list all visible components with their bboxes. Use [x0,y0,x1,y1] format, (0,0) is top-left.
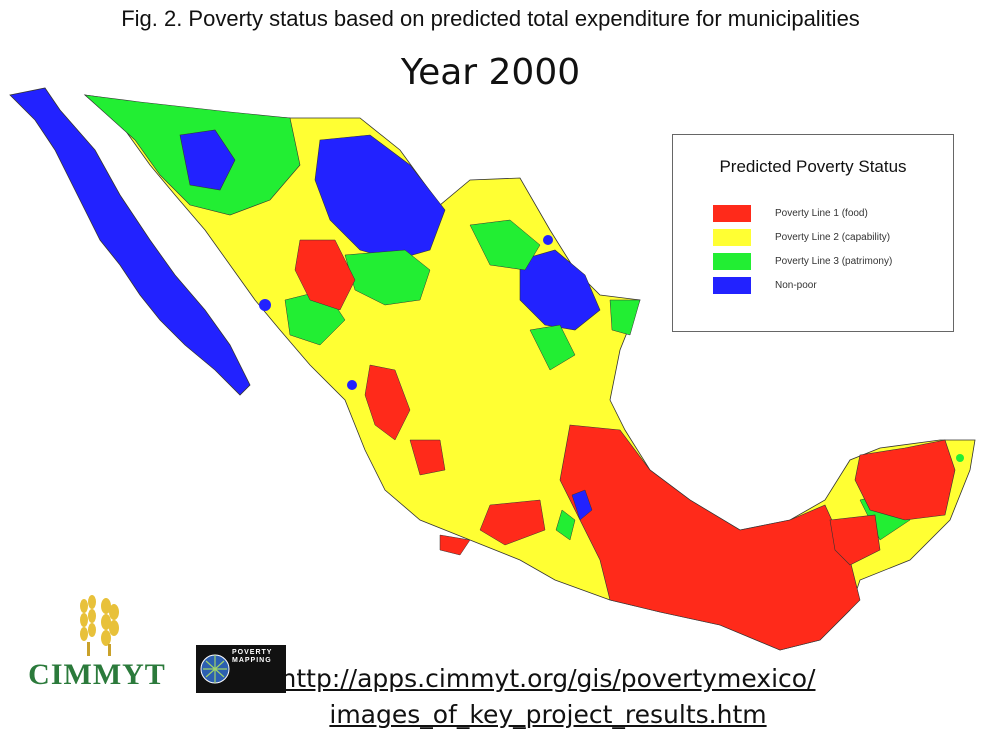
map-region-green-2 [469,219,541,271]
map-region-mainland [83,94,976,651]
map-region-jalisco-red [409,439,446,476]
map-region-green-4 [529,324,576,371]
globe-icon [200,654,230,684]
map-region-nayarit-red [364,364,411,441]
map-region-blue-dot-4 [956,454,964,462]
legend-label-patrimony: Poverty Line 3 (patrimony) [775,255,893,267]
map-region-mexico-city-blue [571,489,593,521]
poverty-mapping-wordmark: POVERTY MAPPING [232,649,273,664]
poverty-mapping-logo: POVERTY MAPPING [196,645,286,693]
source-url-line-1[interactable]: http://apps.cimmyt.org/gis/povertymexico… [280,664,816,693]
year-title: Year 2000 [400,52,581,93]
legend-item-food: Poverty Line 1 (food) [713,203,868,223]
map-region-baja-california [9,87,251,396]
legend-title: Predicted Poverty Status [719,157,907,176]
legend-label-food: Poverty Line 1 (food) [775,207,868,219]
legend-swatch-capability [713,228,751,246]
map-region-yucatan-red [854,439,956,521]
map-legend: Predicted Poverty Status Poverty Line 1 … [672,134,954,332]
map-region-blue-dot-2 [259,299,271,311]
map-region-green-5 [609,299,641,336]
wheat-icon [80,595,119,656]
map-region-green-1 [344,249,431,306]
cimmyt-logo: CIMMYT [22,592,172,692]
map-region-nuevo-leon-blue [519,249,601,331]
map-region-michoacan-red [479,499,546,546]
map-region-south-red [559,424,861,651]
source-url-line-2[interactable]: images_of_key_project_results.htm [329,700,767,729]
map-region-durango-red [294,239,356,311]
legend-swatch-patrimony [713,252,751,270]
legend-item-patrimony: Poverty Line 3 (patrimony) [713,251,892,271]
legend-item-non-poor: Non-poor [713,275,817,295]
cimmyt-wordmark: CIMMYT [28,658,166,691]
legend-label-capability: Poverty Line 2 (capability) [775,231,891,243]
legend-swatch-non-poor [713,276,751,294]
map-region-blue-dot-1 [347,380,357,390]
figure-title: Fig. 2. Poverty status based on predicte… [121,6,860,31]
map-region-sonora-blue [179,129,236,191]
map-region-green-7 [555,509,576,541]
legend-item-capability: Poverty Line 2 (capability) [713,227,890,247]
map-region-coast-red [439,534,471,556]
map-region-chihuahua-blue [314,134,446,261]
map-region-blue-dot-3 [543,235,553,245]
map-region-campeche-red [829,514,881,566]
legend-label-non-poor: Non-poor [775,279,817,291]
legend-swatch-food [713,204,751,222]
